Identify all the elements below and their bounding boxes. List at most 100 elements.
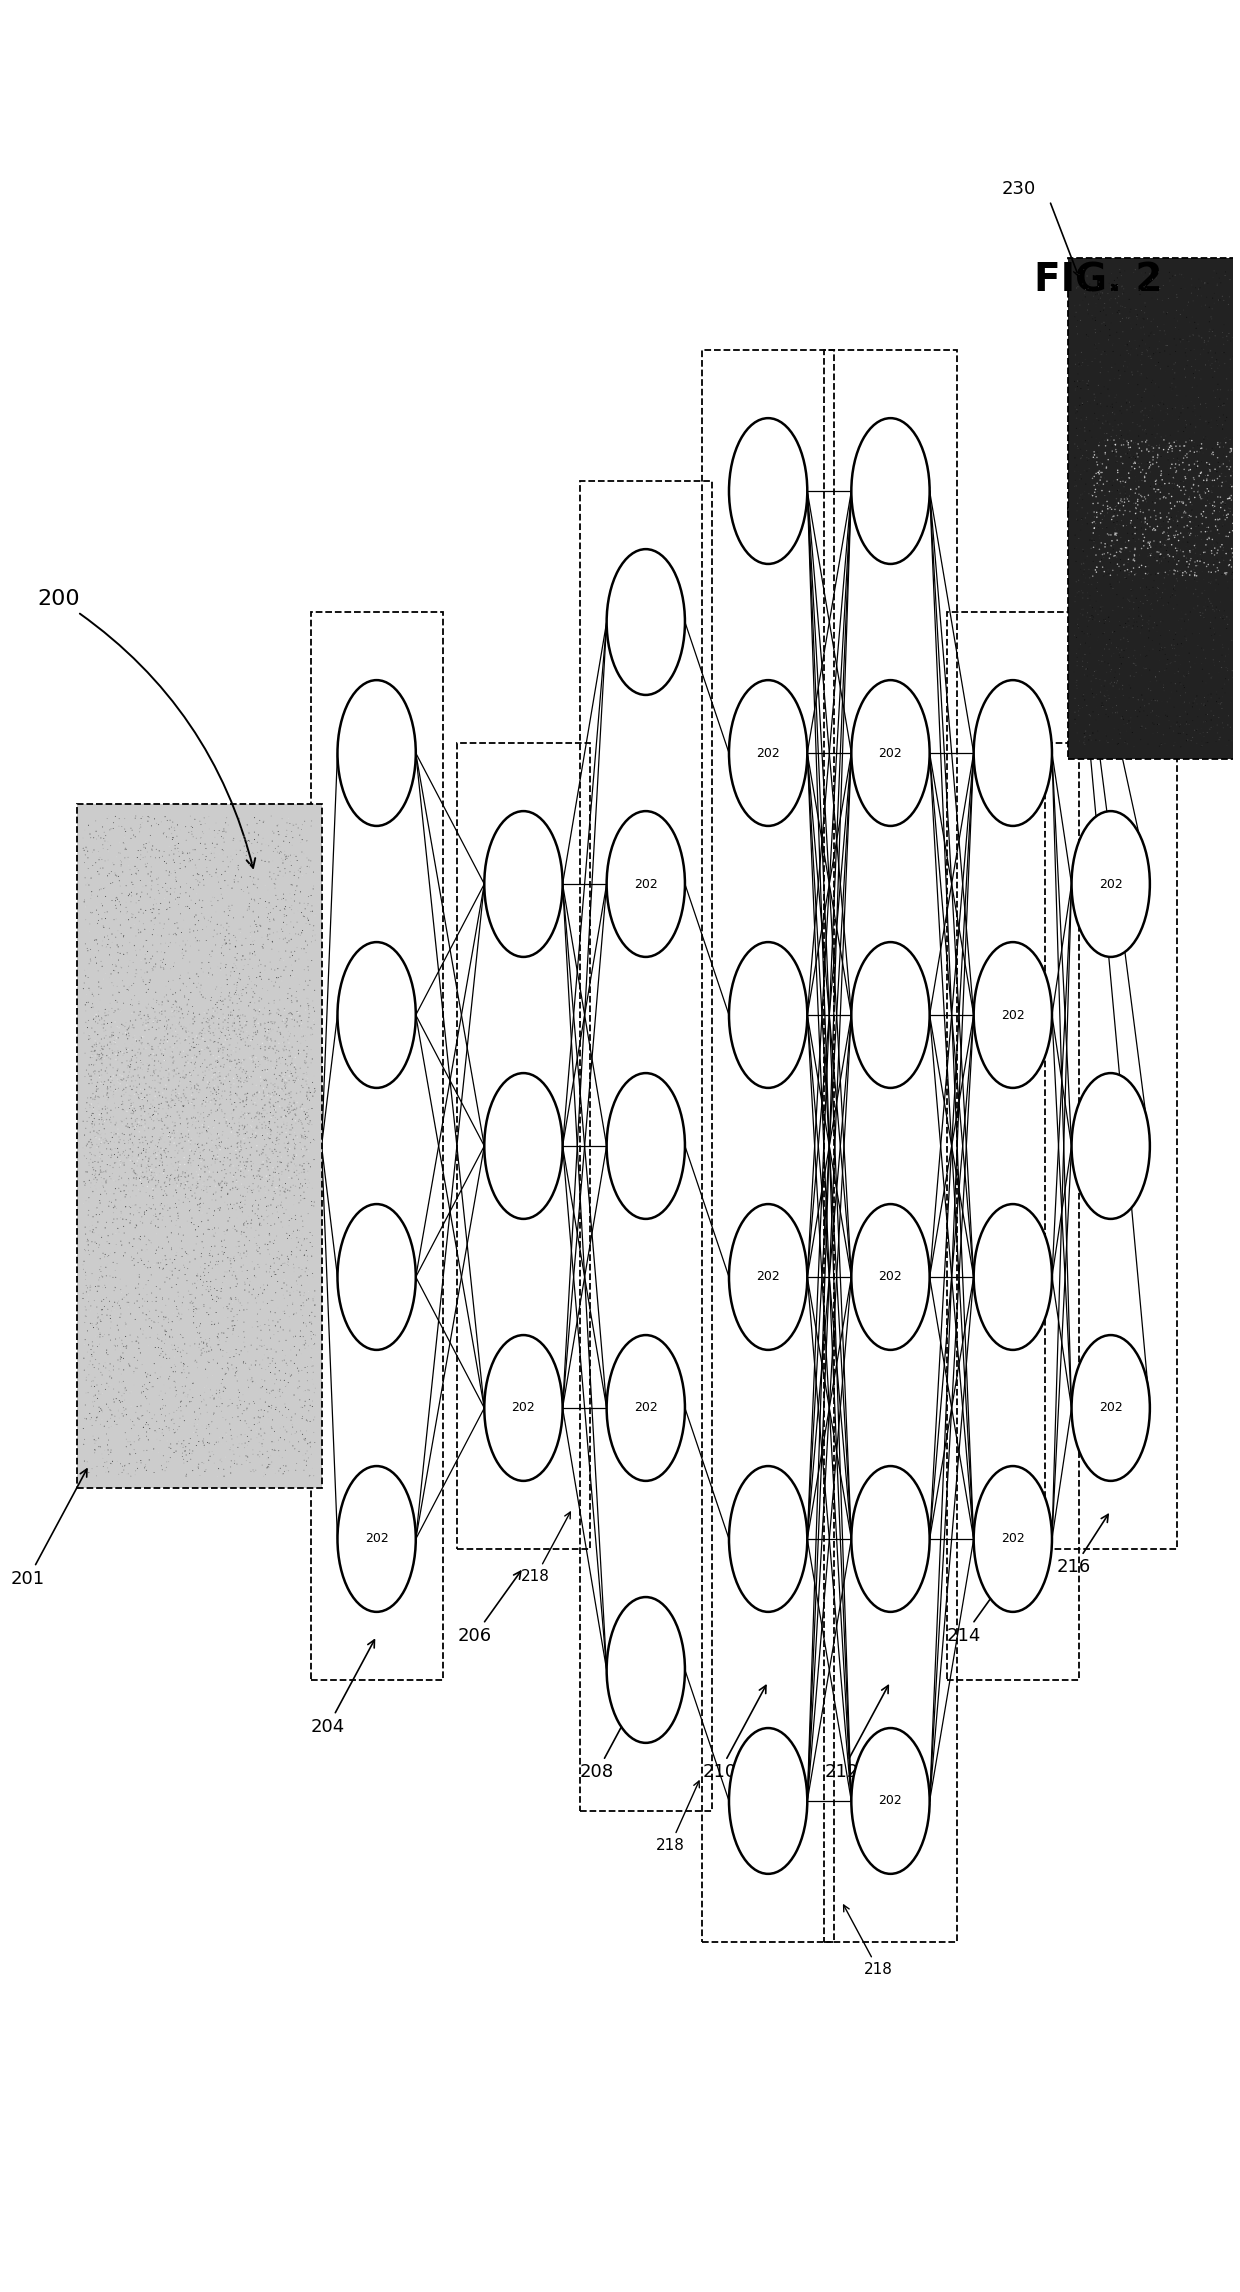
Point xyxy=(231,1006,250,1043)
Point xyxy=(1216,536,1236,573)
Point xyxy=(180,889,200,926)
Point xyxy=(88,1267,108,1304)
Point xyxy=(1071,399,1091,435)
Point xyxy=(248,1047,268,1084)
Point xyxy=(1233,555,1240,591)
Point xyxy=(294,1093,314,1130)
Point xyxy=(246,1183,265,1219)
Point xyxy=(1157,293,1177,330)
Point xyxy=(1138,397,1158,433)
Point xyxy=(1236,681,1240,717)
Point xyxy=(1197,704,1216,740)
Point xyxy=(1097,415,1117,452)
Point xyxy=(89,1038,109,1075)
Point xyxy=(258,1041,278,1077)
Point xyxy=(1084,458,1104,495)
Point xyxy=(1228,630,1240,667)
Point xyxy=(1214,463,1234,500)
Point xyxy=(1120,678,1140,715)
Point xyxy=(1200,438,1220,474)
Point xyxy=(1146,658,1166,694)
Point xyxy=(87,1073,107,1109)
Point xyxy=(131,1199,151,1235)
Point xyxy=(258,1018,278,1054)
Point xyxy=(305,1121,325,1157)
Point xyxy=(1096,555,1116,591)
Point xyxy=(237,1059,257,1096)
Point xyxy=(110,949,130,986)
Point xyxy=(239,1059,259,1096)
Point xyxy=(150,1391,170,1428)
Point xyxy=(277,1031,296,1068)
Point xyxy=(1086,571,1106,607)
Point xyxy=(248,898,268,935)
Point xyxy=(162,1400,182,1437)
Point xyxy=(153,944,172,981)
Point xyxy=(228,1352,248,1389)
Point xyxy=(134,1373,154,1410)
Point xyxy=(234,1304,254,1341)
Point xyxy=(144,1187,164,1224)
Point xyxy=(1156,479,1176,516)
Point xyxy=(296,1249,316,1286)
Point xyxy=(1132,433,1152,470)
Point xyxy=(78,1080,98,1116)
Point xyxy=(229,1011,249,1047)
Point xyxy=(1238,422,1240,458)
Point xyxy=(228,997,248,1034)
Point xyxy=(284,1139,304,1176)
Point xyxy=(91,1116,110,1153)
Point xyxy=(1114,426,1133,463)
Point xyxy=(244,915,264,951)
Point xyxy=(252,1426,272,1462)
Point xyxy=(1208,552,1228,589)
Point xyxy=(169,1006,188,1043)
Point xyxy=(146,1052,166,1089)
Point xyxy=(1070,550,1090,587)
Point xyxy=(193,866,213,903)
Point xyxy=(94,1041,114,1077)
Point xyxy=(1066,605,1086,642)
Point xyxy=(1177,697,1197,733)
Point xyxy=(107,880,126,917)
Point xyxy=(94,1153,114,1190)
Point xyxy=(237,974,257,1011)
Point xyxy=(275,1151,295,1187)
Point xyxy=(171,915,191,951)
Point xyxy=(275,855,295,892)
Point xyxy=(1229,408,1240,445)
Point xyxy=(213,937,233,974)
Point xyxy=(108,857,128,894)
Point xyxy=(1130,408,1149,445)
Point xyxy=(291,1130,311,1167)
Point xyxy=(1095,284,1115,321)
Point xyxy=(1101,280,1121,316)
Point xyxy=(236,1054,255,1091)
Point xyxy=(1210,371,1230,408)
Point xyxy=(175,1167,195,1203)
Point xyxy=(77,830,97,866)
Point xyxy=(153,1102,172,1139)
Point xyxy=(283,1428,303,1465)
Point xyxy=(1149,415,1169,452)
Point xyxy=(146,1036,166,1073)
Point xyxy=(239,935,259,972)
Point xyxy=(1123,644,1143,681)
Point xyxy=(1224,468,1240,504)
Point xyxy=(192,882,212,919)
Point xyxy=(1068,486,1087,523)
Point xyxy=(1118,426,1138,463)
Point xyxy=(135,823,155,860)
Point xyxy=(258,1020,278,1057)
Point xyxy=(165,1086,185,1123)
Point xyxy=(272,880,291,917)
Point xyxy=(1195,268,1215,305)
Point xyxy=(278,1047,298,1084)
Point xyxy=(289,1364,309,1400)
Point xyxy=(102,1132,122,1169)
Point xyxy=(1151,580,1171,617)
Point xyxy=(278,839,298,876)
Point xyxy=(1171,321,1190,358)
Point xyxy=(1081,477,1101,513)
Point xyxy=(304,1366,324,1403)
